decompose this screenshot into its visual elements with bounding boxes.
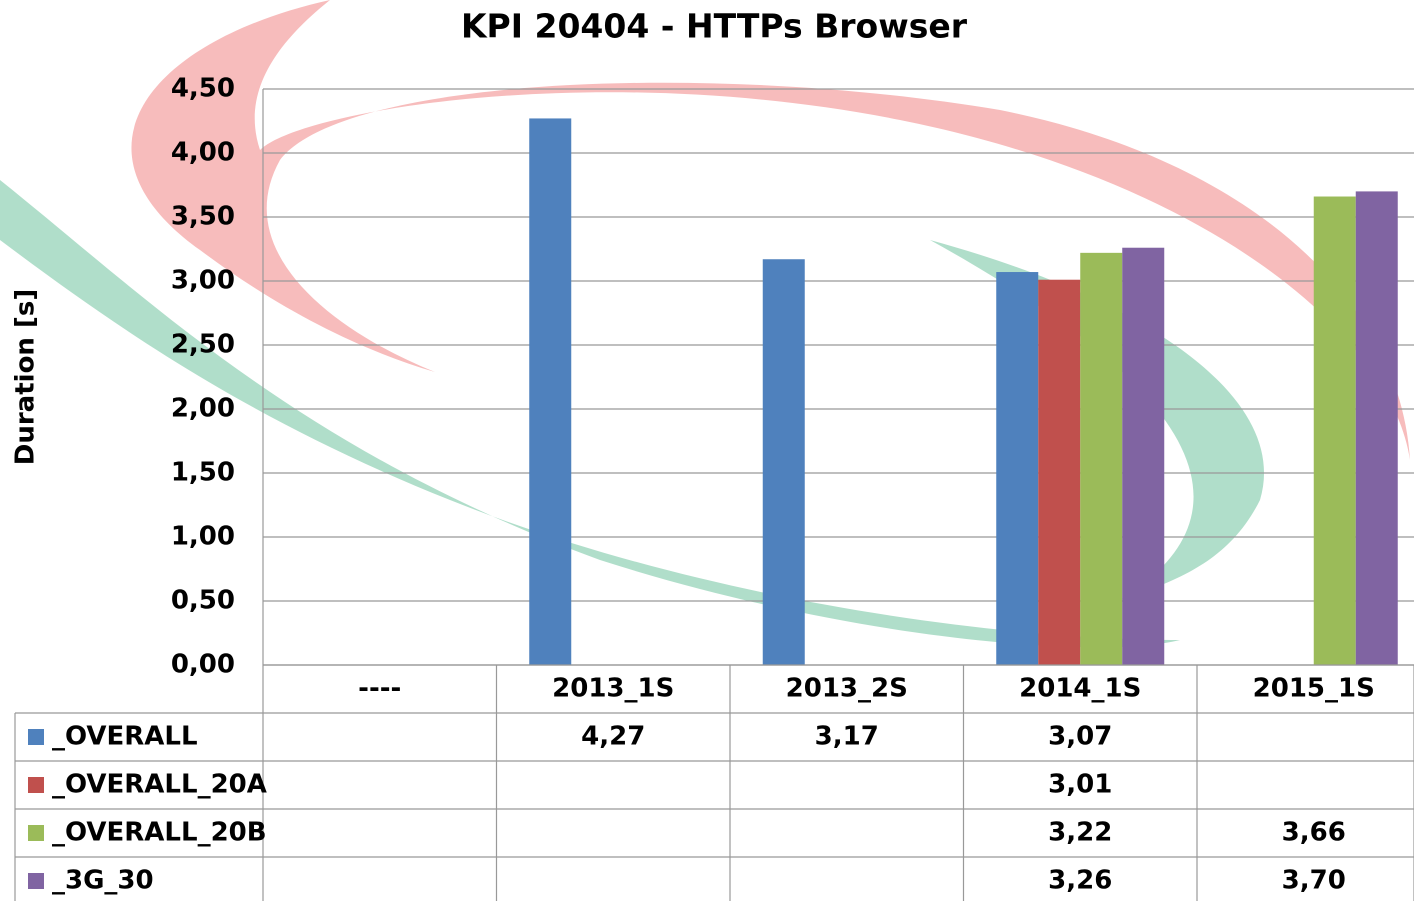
data-label: 3,26 [1048, 866, 1112, 896]
data-label: 4,27 [581, 722, 645, 752]
bar [762, 259, 805, 665]
background-swirl [131, 0, 1410, 460]
x-tick-label: 2015_1S [1253, 674, 1375, 704]
y-tick-label: 3,00 [171, 266, 235, 296]
bar [529, 118, 572, 665]
y-tick-label: 4,50 [171, 74, 235, 104]
data-label: 3,66 [1282, 818, 1346, 848]
bar [996, 272, 1039, 665]
y-tick-label: 2,00 [171, 394, 235, 424]
legend-label: _3G_30 [52, 866, 154, 896]
bar [1355, 191, 1398, 665]
bar [1038, 279, 1081, 665]
legend-swatch [28, 729, 44, 745]
chart-title: KPI 20404 - HTTPs Browser [461, 7, 968, 46]
y-axis-label: Duration [s] [11, 289, 41, 465]
legend-swatch [28, 777, 44, 793]
legend-label: _OVERALL_20A [52, 770, 267, 800]
legend-label: _OVERALL_20B [52, 818, 267, 848]
data-label: 3,01 [1048, 770, 1112, 800]
data-label: 3,22 [1048, 818, 1112, 848]
x-tick-label: 2013_2S [786, 674, 908, 704]
x-tick-label: 2013_1S [552, 674, 674, 704]
legend-swatch [28, 825, 44, 841]
y-tick-label: 0,50 [171, 586, 235, 616]
data-label: 3,17 [815, 722, 879, 752]
y-tick-label: 1,00 [171, 522, 235, 552]
y-tick-label: 2,50 [171, 330, 235, 360]
x-tick-label: ---- [358, 674, 401, 704]
y-tick-label: 0,00 [171, 650, 235, 680]
legend-swatch [28, 873, 44, 889]
bar [1080, 252, 1123, 665]
y-tick-label: 1,50 [171, 458, 235, 488]
legend-label: _OVERALL [52, 722, 198, 752]
data-label: 3,70 [1282, 866, 1346, 896]
data-label: 3,07 [1048, 722, 1112, 752]
y-tick-label: 4,00 [171, 138, 235, 168]
x-tick-label: 2014_1S [1019, 674, 1141, 704]
y-tick-label: 3,50 [171, 202, 235, 232]
bar [1122, 247, 1165, 665]
bar [1313, 196, 1356, 665]
